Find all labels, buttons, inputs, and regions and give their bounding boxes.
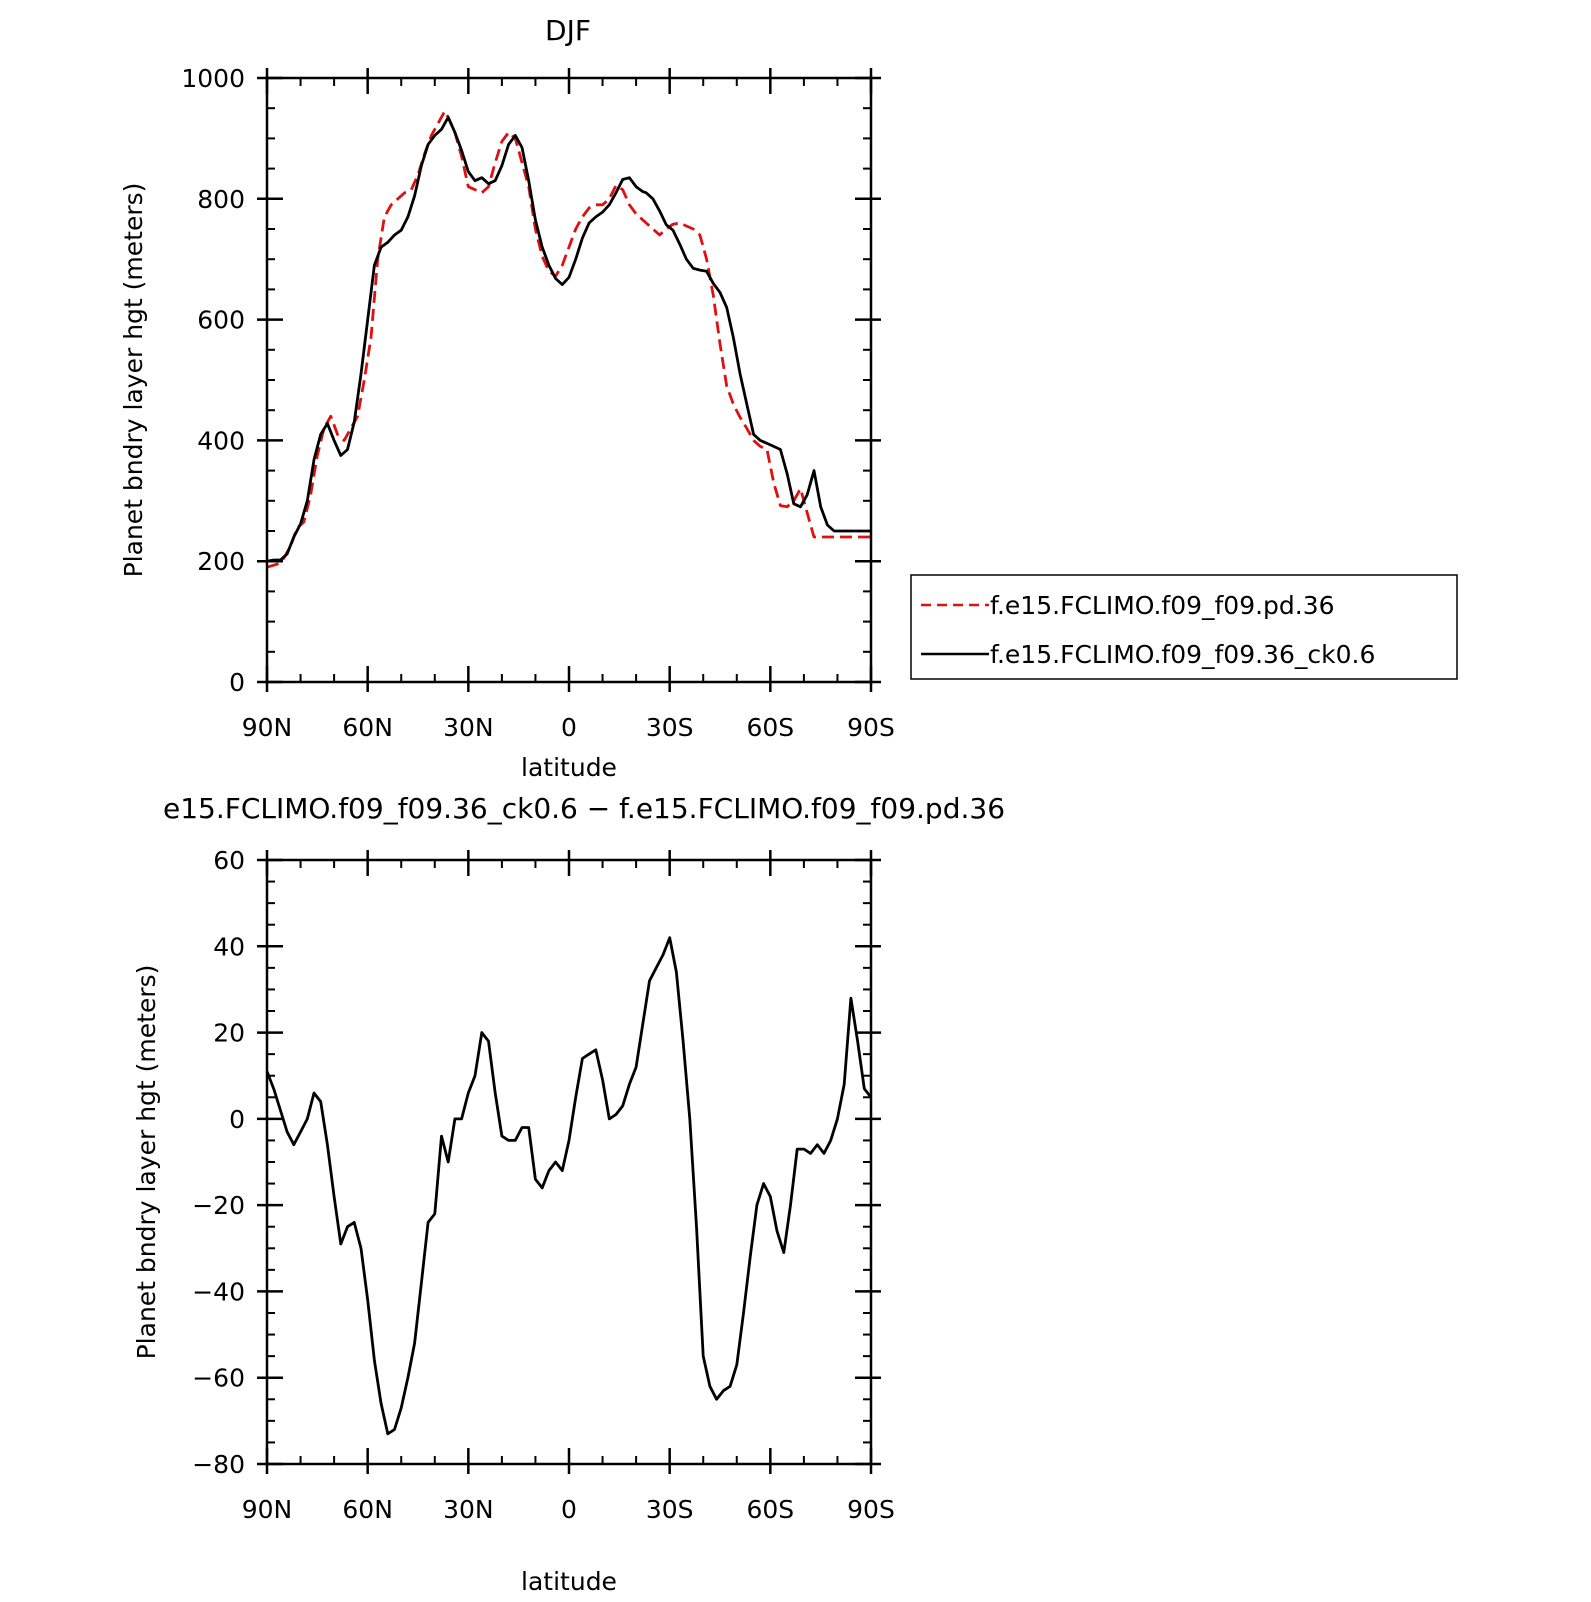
top-series-line-1: [266, 115, 871, 563]
bottom-xtick-label: 30N: [443, 1495, 494, 1524]
top-series-group: [266, 109, 871, 569]
top-ytick-label: 400: [197, 426, 245, 455]
top-plot-frame: [265, 76, 873, 684]
top-axis-ticks: [257, 68, 881, 692]
top-y-axis-label: Planet bndry layer hgt (meters): [119, 183, 148, 578]
top-x-tick-labels: 90N 60N 30N 0 30S 60S 90S: [242, 713, 895, 742]
top-ytick-label: 600: [197, 306, 245, 335]
top-xtick-label: 60N: [342, 713, 393, 742]
bottom-series-line-0: [265, 936, 873, 1436]
bottom-ytick-label: −80: [192, 1450, 245, 1479]
top-chart-title: DJF: [545, 14, 591, 47]
top-y-tick-labels: 0 200 400 600 800 1000: [181, 64, 245, 697]
top-xtick-label: 90S: [847, 713, 895, 742]
top-series-line-0: [266, 109, 871, 569]
bottom-plot-frame: [265, 858, 873, 1466]
bottom-x-axis-label: latitude: [521, 1567, 617, 1596]
top-xtick-label: 60S: [746, 713, 794, 742]
legend-label-ck: f.e15.FCLIMO.f09_f09.36_ck0.6: [990, 640, 1375, 669]
bottom-xtick-label: 60N: [342, 1495, 393, 1524]
bottom-ytick-label: −20: [192, 1191, 245, 1220]
bottom-xtick-label: 60S: [746, 1495, 794, 1524]
bottom-ytick-label: 20: [213, 1019, 245, 1048]
top-ytick-label: 1000: [181, 64, 245, 93]
top-xtick-label: 30N: [443, 713, 494, 742]
bottom-xtick-label: 90N: [242, 1495, 293, 1524]
bottom-ytick-label: 60: [213, 846, 245, 875]
bottom-xtick-label: 30S: [646, 1495, 694, 1524]
legend-label-pd: f.e15.FCLIMO.f09_f09.pd.36: [990, 591, 1335, 620]
top-x-axis-label: latitude: [521, 753, 617, 782]
bottom-ytick-label: 40: [213, 932, 245, 961]
bottom-series-group: [265, 936, 873, 1436]
bottom-chart-title: e15.FCLIMO.f09_f09.36_ck0.6 − f.e15.FCLI…: [163, 792, 1005, 825]
bottom-x-tick-labels: 90N 60N 30N 0 30S 60S 90S: [242, 1495, 895, 1524]
legend: f.e15.FCLIMO.f09_f09.pd.36 f.e15.FCLIMO.…: [910, 574, 1458, 680]
top-xtick-label: 0: [561, 713, 577, 742]
bottom-ytick-label: −60: [192, 1364, 245, 1393]
bottom-y-axis-label: Planet bndry layer hgt (meters): [132, 965, 161, 1360]
bottom-axis-ticks: [257, 850, 881, 1474]
top-xtick-label: 30S: [646, 713, 694, 742]
bottom-y-tick-labels: −80 −60 −40 −20 0 20 40 60: [192, 846, 245, 1479]
top-ytick-label: 200: [197, 547, 245, 576]
bottom-xtick-label: 90S: [847, 1495, 895, 1524]
top-ytick-label: 0: [229, 668, 245, 697]
legend-box: [910, 574, 1458, 680]
bottom-ytick-label: −40: [192, 1277, 245, 1306]
top-ytick-label: 800: [197, 185, 245, 214]
bottom-panel: e15.FCLIMO.f09_f09.36_ck0.6 − f.e15.FCLI…: [132, 792, 1005, 1596]
bottom-ytick-label: 0: [229, 1105, 245, 1134]
top-xtick-label: 90N: [242, 713, 293, 742]
bottom-xtick-label: 0: [561, 1495, 577, 1524]
